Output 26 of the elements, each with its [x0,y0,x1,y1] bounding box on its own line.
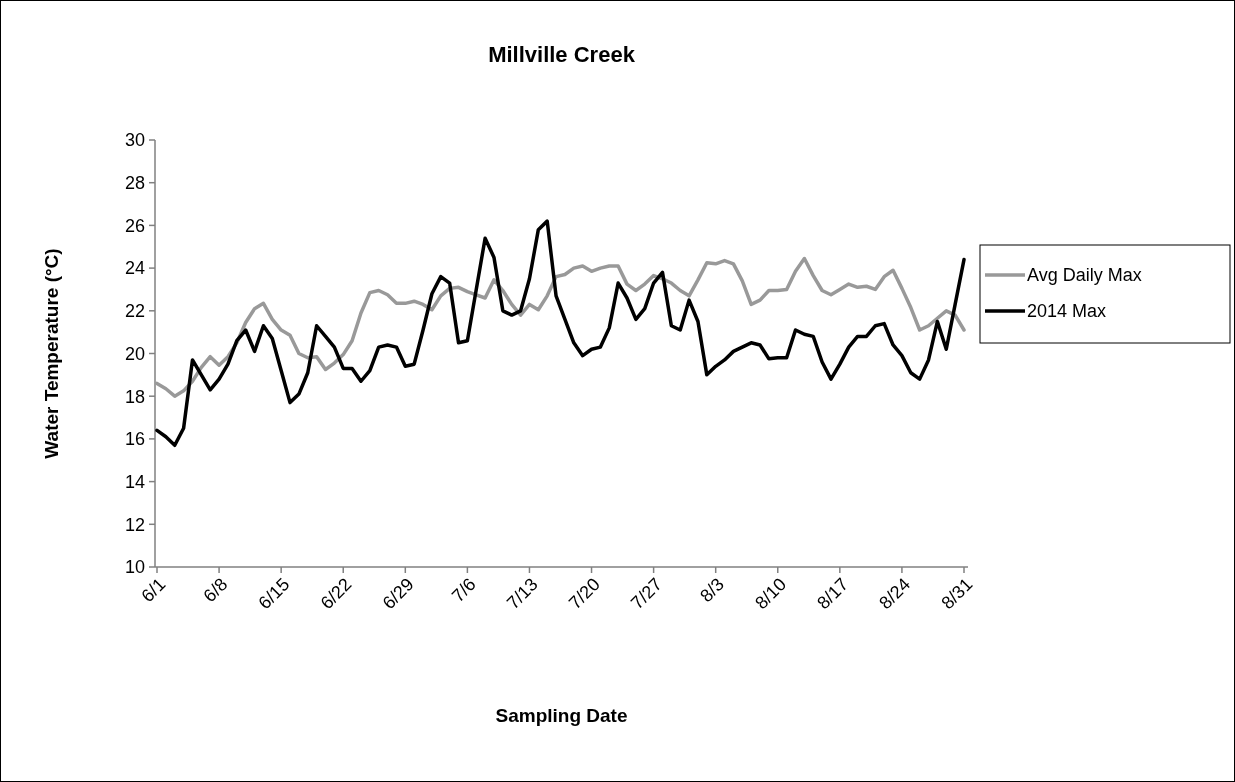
y-tick-label: 16 [124,429,145,450]
y-tick-label: 12 [124,514,145,535]
x-tick-label: 6/8 [199,574,232,606]
x-tick-label: 6/22 [316,574,356,614]
y-tick-label: 30 [124,130,145,151]
line-series [155,219,966,448]
x-tick-label: 6/15 [254,574,294,614]
x-tick-label: 8/31 [937,574,977,614]
x-tick-label: 6/29 [378,574,418,614]
x-tick-label: 7/6 [447,574,480,606]
x-tick-label: 8/3 [696,574,728,606]
y-tick-label: 26 [124,215,145,236]
legend-label: 2014 Max [1027,301,1107,322]
y-tick-label: 18 [124,386,145,407]
y-tick-label: 22 [124,301,145,322]
x-axis-title: Sampling Date [495,705,628,726]
y-tick-label: 28 [124,173,145,193]
x-tick-label: 7/13 [502,574,542,614]
y-tick-label: 14 [124,471,145,492]
legend-label: Avg Daily Max [1027,265,1142,286]
y-tick-label: 20 [124,343,145,364]
x-tick-label: 7/20 [564,574,604,614]
y-tick-label: 24 [124,258,145,279]
chart-title: Millville Creek [488,42,636,67]
line-series [155,256,966,398]
y-axis-title: Water Temperature (°C) [41,248,62,459]
